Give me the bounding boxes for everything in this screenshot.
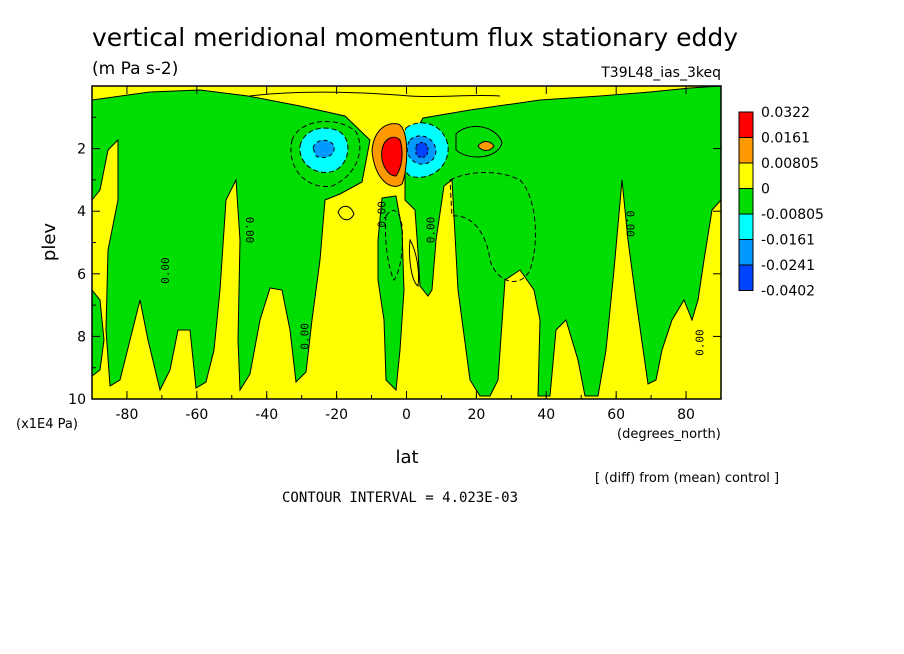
colorbar-label: -0.00805	[761, 207, 824, 223]
colorbar-label: 0.0161	[761, 131, 810, 147]
colorbar-label: -0.0241	[761, 258, 815, 274]
y-tick-label: 10	[68, 392, 86, 408]
thin-contour-top	[249, 91, 501, 98]
green-region-south-west-lower	[92, 289, 105, 377]
y-axis-ticks: 2 4 6 8 10	[68, 116, 721, 408]
colorbar-swatch	[738, 213, 754, 240]
chart-subtitle: (m Pa s-2)	[92, 59, 178, 79]
x-axis-label: lat	[395, 447, 418, 468]
y-axis-units: (x1E4 Pa)	[16, 417, 78, 432]
contour-label: 0.00	[376, 201, 389, 228]
x-tick-label: -80	[116, 407, 139, 423]
footnote: [ (diff) from (mean) control ]	[595, 471, 779, 486]
yellow-pocket-nh	[455, 126, 503, 158]
contour-label: 0.00	[424, 217, 437, 244]
contour-label: 0.00	[624, 210, 637, 237]
green-region-east	[404, 86, 721, 397]
x-tick-label: 40	[537, 407, 555, 423]
x-axis-units: (degrees_north)	[617, 427, 721, 442]
dashed-contour-nh	[449, 172, 536, 282]
red-core-eq	[381, 136, 403, 177]
x-tick-label: 0	[402, 407, 411, 423]
y-tick-label: 4	[77, 204, 86, 220]
x-tick-label: 20	[467, 407, 485, 423]
colorbar-label: -0.0161	[761, 233, 815, 249]
colorbar-label: 0.0322	[761, 105, 810, 121]
blue-core-sh	[312, 139, 335, 159]
colorbar-swatch	[738, 111, 754, 138]
dashed-contour-sh	[290, 121, 361, 187]
x-tick-label: 60	[607, 407, 625, 423]
x-tick-label: 80	[677, 407, 695, 423]
colorbar-swatch	[738, 188, 754, 215]
x-tick-label: -40	[255, 407, 278, 423]
x-tick-label: -20	[325, 407, 348, 423]
y-tick-label: 2	[77, 142, 86, 158]
contour-label: 0.00	[299, 323, 312, 350]
experiment-label: T39L48_ias_3keq	[600, 65, 721, 81]
colorbar: 0.0322 0.0161 0.00805 0 -0.00805 -0.0161 -0.02…	[738, 105, 824, 300]
colorbar-label: 0	[761, 182, 770, 198]
dashed-contour-center	[385, 210, 403, 281]
y-tick-label: 8	[77, 329, 86, 345]
colorbar-swatch	[738, 264, 754, 291]
x-tick-label: -60	[185, 407, 208, 423]
colorbar-swatch	[738, 239, 754, 266]
y-axis-label: plev	[39, 223, 60, 262]
y-tick-label: 6	[77, 267, 86, 283]
green-region-west	[92, 89, 371, 392]
contour-label: 0.00	[694, 329, 707, 356]
colorbar-swatch	[738, 162, 754, 189]
orange-cell-nh	[477, 141, 495, 151]
contour-interval: CONTOUR INTERVAL = 4.023E-03	[282, 490, 518, 506]
contour-labels: 0.00 0.00 0.00 0.00 0.00 0.00 0.00	[159, 201, 707, 356]
colorbar-label: -0.0402	[761, 284, 815, 300]
deep-blue-core-eq	[415, 142, 429, 158]
x-axis-ticks: -80 -60 -40 -20 0 20 40 60 80	[91, 86, 722, 423]
contour-label: 0.00	[243, 217, 256, 244]
contour-label: 0.00	[159, 257, 172, 284]
colorbar-swatch	[738, 137, 754, 164]
yellow-pocket-center-2	[409, 238, 419, 287]
yellow-pocket-center	[337, 205, 355, 221]
colorbar-label: 0.00805	[761, 156, 819, 172]
chart-title: vertical meridional momentum flux statio…	[92, 23, 738, 52]
plot-area	[92, 86, 721, 399]
